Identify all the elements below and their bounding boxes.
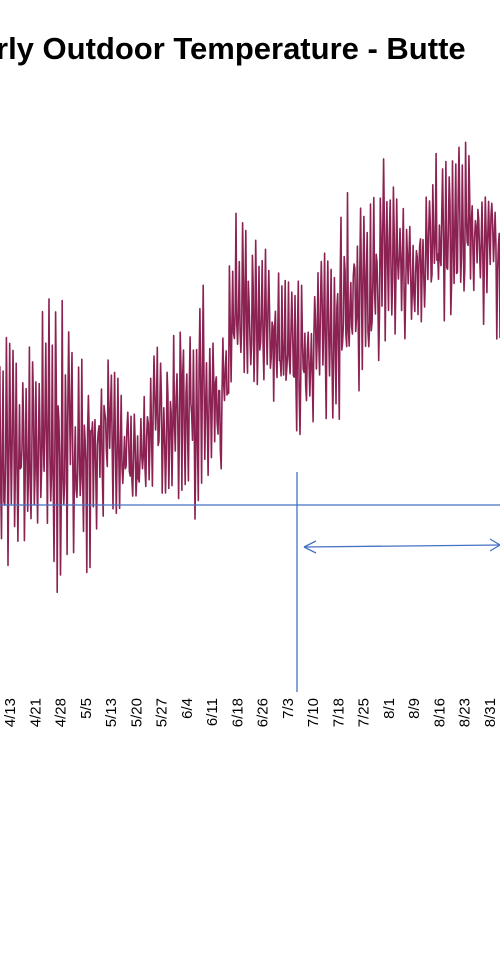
x-tick-label: 5/5	[78, 698, 95, 719]
x-tick-label: 6/18	[229, 698, 246, 727]
range-arrow-head-right-lower	[489, 544, 500, 552]
x-tick-label: 6/26	[255, 698, 272, 727]
x-tick-label: 6/4	[179, 698, 196, 719]
x-tick-label: 4/21	[27, 698, 44, 727]
x-tick-label: 4/28	[53, 698, 70, 727]
temperature-series-line	[0, 141, 500, 594]
x-tick-label: 7/18	[330, 698, 347, 727]
x-tick-label: 7/25	[356, 698, 373, 727]
x-tick-label: 8/23	[457, 698, 474, 727]
x-tick-label: 7/10	[305, 698, 322, 727]
x-tick-label: 5/13	[103, 698, 120, 727]
range-arrow-head-right-upper	[489, 538, 500, 546]
x-tick-label: 5/20	[128, 698, 145, 727]
chart-title: rly Outdoor Temperature - Butte	[0, 31, 466, 66]
x-tick-label: 8/16	[431, 698, 448, 727]
series-layer	[0, 141, 500, 594]
x-tick-label: 8/31	[482, 698, 499, 727]
annotation-layer	[0, 472, 500, 692]
x-tick-label: 5/27	[154, 698, 171, 727]
x-tick-label: 7/3	[280, 698, 297, 719]
x-tick-label: 8/1	[381, 698, 398, 719]
x-tick-label: 8/9	[406, 698, 423, 719]
x-tick-label: 6/11	[204, 698, 221, 726]
range-arrow-head-upper	[303, 540, 317, 548]
x-axis: 4/13 4/21 4/28 5/5 5/13 5/20 5/27 6/4 6/11 6/18 6/…	[2, 698, 499, 727]
x-tick-label: 4/13	[2, 698, 19, 727]
range-arrow-line	[303, 544, 500, 548]
range-arrow-head-lower	[303, 546, 317, 554]
